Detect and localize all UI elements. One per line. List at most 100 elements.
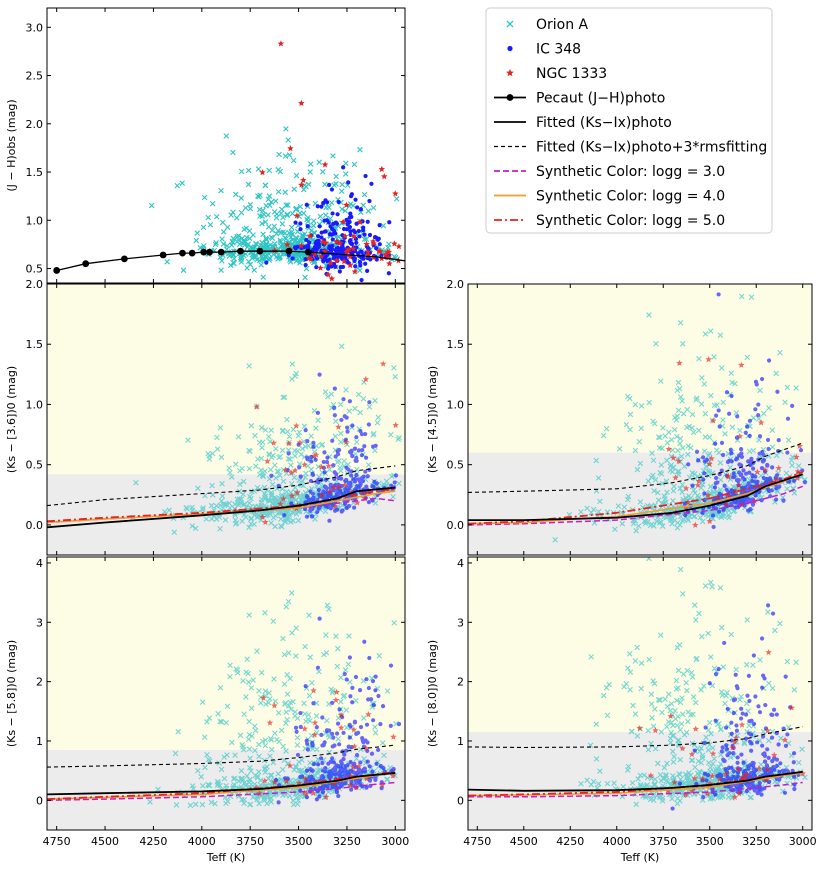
point-ic348 [340,245,345,250]
point-ngc1333 [688,751,696,758]
point-orion-a [376,653,383,659]
point-ngc1333 [362,744,370,751]
point-ic348 [340,508,345,513]
point-ic348 [323,494,329,499]
point-orion-a [679,591,686,597]
point-orion-a [294,742,301,748]
point-orion-a [701,381,708,387]
point-ic348 [710,513,716,518]
point-ic348 [321,200,326,206]
point-ngc1333 [298,181,305,188]
point-orion-a [133,479,139,486]
pecaut-point [200,248,208,256]
point-orion-a [263,202,269,209]
point-orion-a [227,673,233,680]
point-orion-a [593,721,600,727]
point-orion-a [224,243,230,249]
point-ngc1333 [311,731,318,738]
point-ic348 [343,748,349,753]
point-orion-a [294,795,300,801]
point-orion-a [680,516,687,523]
point-ic348 [348,238,353,243]
point-orion-a [660,425,666,431]
point-orion-a [646,557,652,562]
point-ic348 [317,616,322,621]
point-orion-a [716,449,722,456]
point-orion-a [302,643,308,650]
point-ic348 [701,455,706,460]
point-ic348 [746,459,751,464]
point-orion-a [676,642,683,648]
point-orion-a [691,487,697,494]
point-orion-a [256,206,263,213]
point-orion-a [234,667,241,673]
point-ngc1333 [709,750,717,757]
point-orion-a [315,417,321,424]
point-orion-a [667,707,674,714]
legend-label: Orion A [536,17,589,33]
point-ic348 [362,232,367,237]
point-orion-a [161,508,168,515]
point-orion-a [633,527,639,534]
point-ic348 [375,237,380,242]
point-ic348 [367,400,372,405]
point-orion-a [675,685,681,691]
point-ic348 [370,679,376,684]
point-ic348 [365,268,370,273]
point-ngc1333 [287,145,294,152]
point-ic348 [333,264,338,269]
point-ic348 [354,731,359,737]
point-orion-a [301,423,308,430]
point-orion-a [699,633,705,640]
point-orion-a [219,258,225,264]
point-orion-a [289,630,295,636]
point-orion-a [667,782,674,788]
point-ic348 [782,790,788,795]
point-orion-a [328,686,334,693]
point-ic348 [736,505,741,510]
point-ngc1333 [379,781,386,788]
point-orion-a [628,728,635,735]
point-orion-a [388,431,394,438]
point-ic348 [722,640,727,646]
point-orion-a [267,772,274,779]
point-orion-a [267,753,273,759]
point-ic348 [787,479,792,484]
point-ngc1333 [392,421,399,428]
point-ic348 [748,732,754,737]
point-orion-a [283,488,290,495]
point-ic348 [361,767,366,773]
point-orion-a [240,678,246,684]
point-orion-a [287,456,293,462]
point-orion-a [707,579,714,586]
point-ngc1333 [350,726,358,733]
point-orion-a [256,439,263,446]
y-tick-label: 2 [457,676,464,689]
point-ngc1333 [765,649,772,656]
point-ngc1333 [788,704,795,711]
point-orion-a [372,447,378,454]
point-orion-a [707,654,714,660]
point-ic348 [309,454,314,460]
point-orion-a [315,767,321,774]
point-orion-a [217,684,224,691]
point-orion-a [765,453,772,459]
point-ngc1333 [343,201,350,208]
point-orion-a [802,774,808,781]
point-orion-a [282,153,289,159]
point-ic348 [770,759,775,764]
point-ic348 [264,260,269,265]
point-orion-a [689,757,696,764]
point-ngc1333 [378,165,385,172]
point-orion-a [284,716,291,723]
point-orion-a [688,669,695,676]
point-ngc1333 [363,775,370,782]
point-orion-a [272,198,279,204]
plot-area [468,557,812,830]
point-orion-a [361,236,368,243]
point-orion-a [791,686,798,693]
point-orion-a [246,746,253,752]
point-orion-a [316,767,323,773]
point-ic348 [783,674,788,679]
point-ic348 [770,465,775,470]
